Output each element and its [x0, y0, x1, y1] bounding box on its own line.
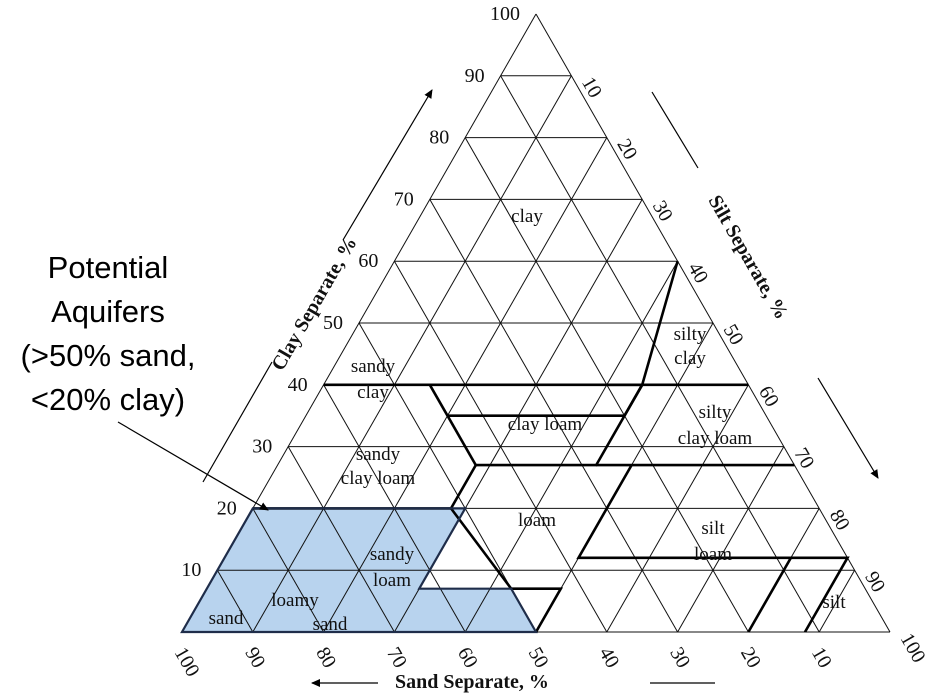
silt-tick-label: 70 [789, 444, 818, 472]
region-label-silt-loam: silt [701, 518, 725, 539]
region-label-loamy-sand: sand [313, 614, 348, 635]
clay-tick-label: 100 [490, 3, 520, 25]
sand-tick-label: 30 [665, 644, 694, 672]
region-label-sand: sand [209, 608, 244, 629]
grid-line-sand [216, 569, 254, 633]
sand-tick-label: 90 [240, 644, 269, 672]
clay-tick-label: 60 [358, 250, 378, 272]
silt-tick-label: 100 [896, 630, 930, 667]
region-label-clay: clay [511, 206, 543, 227]
callout-line-1: Potential [48, 250, 169, 285]
silt-tick-label: 60 [754, 382, 783, 410]
sand-tick-label: 40 [594, 644, 623, 672]
clay-tick-label: 20 [217, 497, 237, 519]
silt-axis-ticks: 10 20 30 40 50 60 70 80 90 100 [577, 73, 930, 666]
clay-tick-label: 90 [465, 65, 485, 87]
region-label-silty-clay: clay [674, 348, 706, 369]
sand-tick-label: 20 [736, 644, 765, 672]
grid-line-silt [252, 75, 572, 633]
region-label-silty-clay: silty [674, 324, 707, 345]
region-label-loam: loam [518, 510, 556, 531]
class-boundary [576, 464, 794, 633]
sand-axis-title: Sand Separate, % [395, 671, 549, 693]
silt-tick-label: 10 [577, 73, 606, 101]
sand-tick-label: 70 [382, 644, 411, 672]
callout: Potential Aquifers (>50% sand, <20% clay… [21, 250, 269, 511]
clay-tick-label: 10 [181, 559, 201, 581]
sand-tick-label: 100 [170, 644, 204, 681]
silt-axis-title: Silt Separate, % [704, 192, 793, 324]
clay-tick-label: 50 [323, 312, 343, 334]
clay-tick-label: 30 [252, 436, 272, 458]
sand-tick-label: 10 [807, 644, 836, 672]
class-boundary [446, 415, 477, 466]
silt-tick-label: 50 [719, 321, 748, 349]
grid-line-silt [606, 384, 749, 633]
clay-axis-title: Clay Separate, % [267, 233, 361, 374]
clay-tick-label: 40 [288, 374, 308, 396]
region-label-sandy-clay-loam: clay loam [341, 468, 416, 489]
clay-tick-label: 80 [429, 127, 449, 149]
grid-line-sand [252, 508, 325, 633]
region-label-sandy-clay: clay [357, 382, 389, 403]
region-label-silty-clay-loam: clay loam [678, 428, 753, 449]
class-boundary [449, 507, 564, 633]
silt-tick-label: 80 [825, 506, 854, 534]
callout-pointer-arrow [117, 421, 269, 511]
callout-line-2: Aquifers [51, 294, 165, 329]
silt-tick-label: 90 [860, 568, 889, 596]
region-label-sandy-loam: loam [373, 570, 411, 591]
silt-tick-label: 20 [612, 135, 641, 163]
region-label-sandy-clay-loam: sandy [356, 444, 401, 465]
sand-tick-label: 60 [453, 644, 482, 672]
silt-tick-label: 30 [648, 197, 677, 225]
clay-axis-guide-line [202, 361, 273, 483]
region-label-silt-loam: loam [694, 544, 732, 565]
clay-tick-label: 70 [394, 188, 414, 210]
silt-tick-label: 40 [683, 259, 712, 287]
region-label-silt: silt [822, 592, 846, 613]
sand-tick-label: 80 [311, 644, 340, 672]
clay-axis-arrow [342, 89, 433, 241]
class-boundary [790, 556, 850, 633]
grid-line-sand [287, 446, 395, 633]
region-label-loamy-sand: loamy [271, 590, 319, 611]
silt-axis-arrow [817, 377, 879, 479]
callout-line-3: (>50% sand, [21, 338, 196, 373]
clay-axis-ticks: 10 20 30 40 50 60 70 80 90 100 [181, 3, 520, 581]
callout-line-4: <20% clay) [31, 382, 185, 417]
region-label-sandy-loam: sandy [370, 544, 415, 565]
grid-line-silt [818, 569, 856, 633]
grid-line-silt [677, 446, 785, 633]
aquifer-zone-outline [180, 507, 538, 634]
region-label-clay-loam: clay loam [508, 414, 583, 435]
grid-line-sand [500, 75, 820, 633]
region-label-sandy-clay: sandy [351, 356, 396, 377]
sand-tick-label: 50 [524, 644, 553, 672]
region-labels: clay sandy clay silty clay sandy clay loam clay… [209, 206, 847, 635]
silt-axis-guide-line [651, 91, 699, 169]
region-label-silty-clay-loam: silty [699, 402, 732, 423]
